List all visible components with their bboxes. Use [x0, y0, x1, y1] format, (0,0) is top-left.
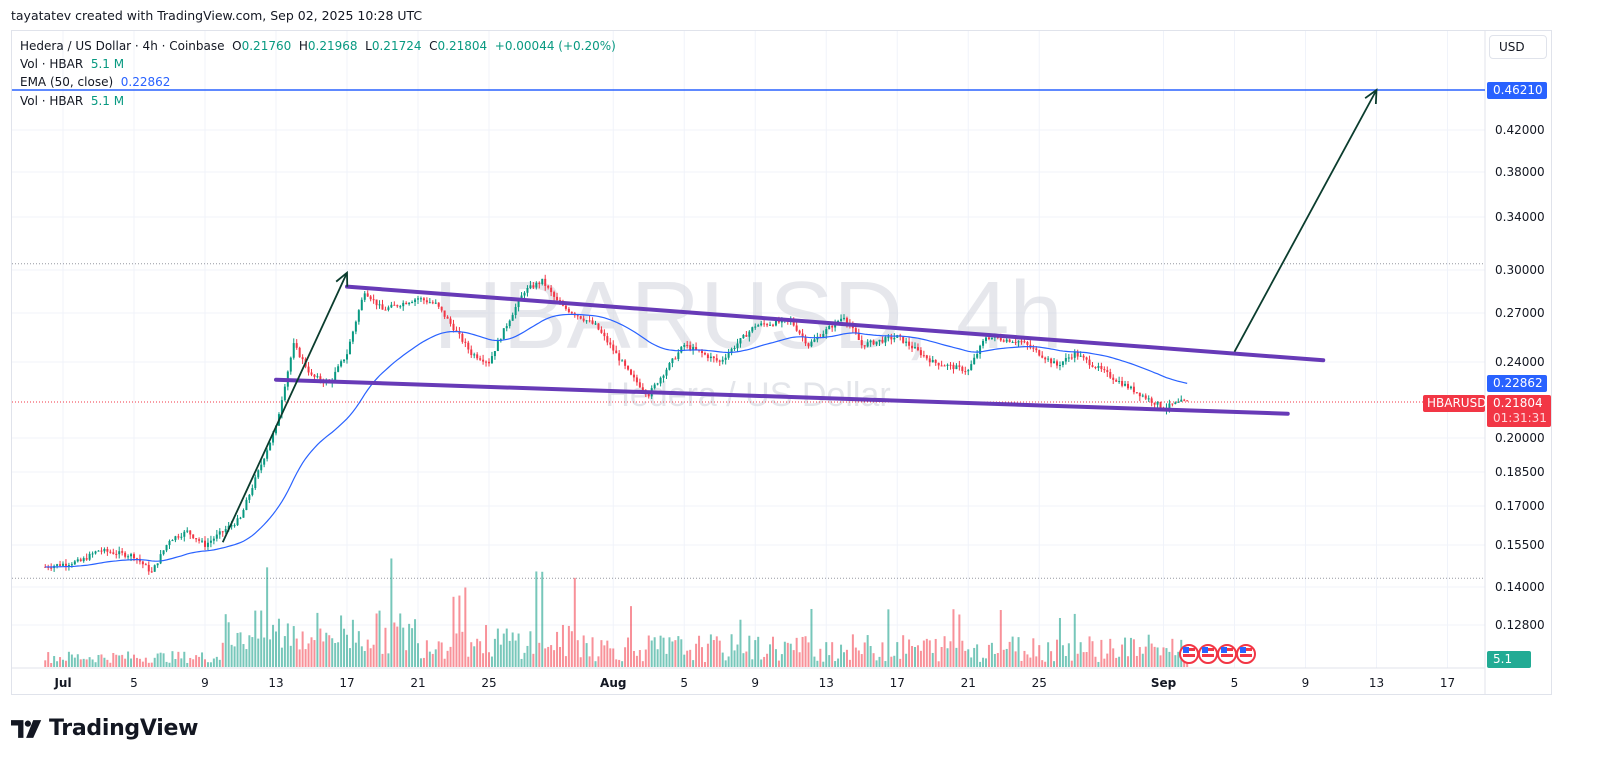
time-tick: 21	[960, 676, 976, 690]
time-tick: 13	[818, 676, 834, 690]
price-tick: 0.17000	[1495, 499, 1545, 513]
target-projection-arrowhead	[1364, 88, 1378, 105]
time-tick: 17	[1439, 676, 1456, 690]
time-tick: 5	[130, 676, 138, 690]
price-tick: 0.27000	[1495, 306, 1545, 320]
time-tick: 9	[1301, 676, 1310, 690]
ema-line	[45, 313, 1188, 568]
volume-label: 5.1 M	[1487, 651, 1531, 680]
legend-symbol: Hedera / US Dollar · 4h · Coinbase	[20, 39, 225, 53]
price-tick: 0.12800	[1495, 618, 1545, 632]
time-tick: 13	[1368, 676, 1385, 690]
price-tick: 0.15500	[1495, 538, 1545, 552]
legend-volume-row-2[interactable]: Vol · HBAR 5.1 M	[20, 94, 124, 108]
legend-change: +0.00044 (+0.20%)	[494, 39, 616, 53]
legend-close-label: C	[429, 39, 438, 53]
time-tick: 9	[751, 676, 760, 690]
tradingview-logo[interactable]: TradingView	[11, 716, 198, 741]
price-tick: 0.38000	[1495, 165, 1545, 179]
time-tick: 5	[680, 676, 689, 690]
legend-open: 0.21760	[241, 39, 292, 53]
legend-ema-label: EMA (50, close)	[20, 75, 114, 89]
price-tick: 0.14000	[1495, 580, 1545, 594]
us-flag-event-icon	[1198, 644, 1218, 664]
flagpole-arrow	[221, 272, 348, 543]
last-price: 0.21804	[1493, 396, 1543, 410]
us-flag-event-icon	[1236, 644, 1256, 664]
time-tick: 25	[1031, 676, 1047, 690]
price-tick: 0.42000	[1495, 123, 1545, 137]
time-tick: 9	[201, 676, 209, 690]
channel-upper-line	[345, 284, 1326, 363]
chart-credit: tayatatev created with TradingView.com, …	[11, 8, 423, 23]
price-tick: 0.30000	[1495, 263, 1545, 277]
bar-countdown: 01:31:31	[1493, 411, 1547, 425]
legend-vol-label: Vol · HBAR	[20, 57, 84, 71]
legend-open-label: O	[232, 39, 242, 53]
symbol-tag: HBARUSD	[1423, 395, 1486, 412]
legend-ema-row[interactable]: EMA (50, close) 0.22862	[20, 75, 170, 89]
time-tick: 13	[268, 676, 284, 690]
ema-price-label: 0.22862	[1487, 375, 1547, 392]
time-tick: 17	[339, 676, 355, 690]
chart-frame	[11, 30, 1552, 695]
price-tick: 0.24000	[1495, 355, 1545, 369]
price-tick: 0.34000	[1495, 210, 1545, 224]
target-price-label: 0.46210	[1487, 82, 1547, 99]
legend-vol2-label: Vol · HBAR	[20, 94, 84, 108]
legend-close: 0.21804	[437, 39, 488, 53]
us-flag-event-icon	[1217, 644, 1237, 664]
legend-symbol-row[interactable]: Hedera / US Dollar · 4h · Coinbase O0.21…	[20, 39, 616, 53]
legend-low: 0.21724	[371, 39, 422, 53]
legend-vol2-value: 5.1 M	[90, 94, 125, 108]
target-projection-arrow	[1233, 89, 1378, 353]
channel-lower-line	[274, 377, 1290, 416]
tradingview-logo-icon	[11, 719, 42, 738]
legend-low-label: L	[365, 39, 372, 53]
price-tick: 0.18500	[1495, 465, 1545, 479]
price-tick: 0.20000	[1495, 431, 1545, 445]
last-price-label: 0.21804 01:31:31	[1487, 395, 1551, 427]
legend-vol-value: 5.1 M	[90, 57, 125, 71]
time-tick: 5	[1230, 676, 1239, 690]
currency-button[interactable]: USD	[1489, 35, 1547, 59]
time-tick: 17	[889, 676, 905, 690]
legend-volume-row[interactable]: Vol · HBAR 5.1 M	[20, 57, 124, 71]
us-flag-event-icon	[1179, 644, 1199, 664]
legend-high: 0.21968	[307, 39, 358, 53]
time-tick: Jul	[54, 676, 72, 690]
volume-bars	[44, 558, 1189, 667]
economic-event-icons	[1179, 644, 1256, 664]
flagpole-arrowhead	[335, 270, 349, 287]
legend-ema-value: 0.22862	[120, 75, 171, 89]
legend-high-label: H	[298, 39, 308, 53]
time-tick: 21	[410, 676, 426, 690]
tradingview-wordmark: TradingView	[49, 716, 199, 741]
time-tick: Sep	[1150, 676, 1177, 690]
time-tick: 25	[481, 676, 497, 690]
time-tick: Aug	[600, 676, 627, 690]
